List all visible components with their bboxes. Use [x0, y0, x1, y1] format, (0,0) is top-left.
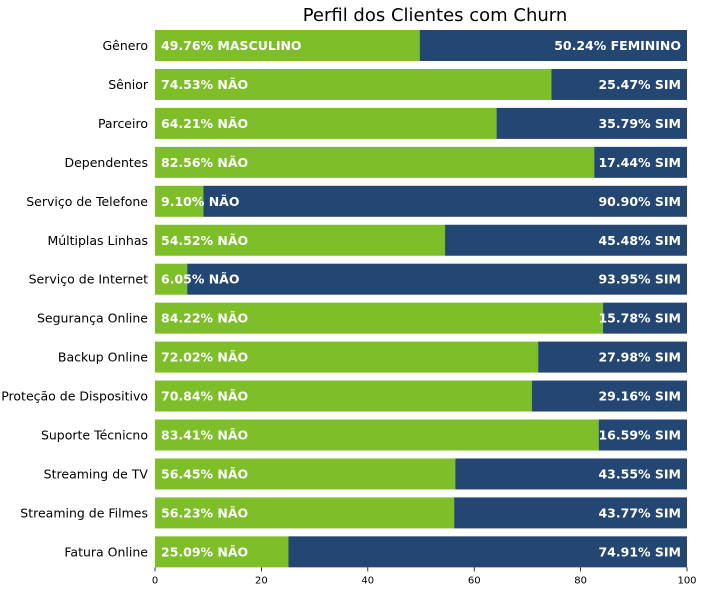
y-tick-label: Gênero: [102, 38, 148, 53]
bar-label-left: 6.05% NÃO: [161, 272, 239, 287]
x-tick-label: 100: [677, 575, 696, 586]
bar-label-right: 74.91% SIM: [598, 544, 681, 559]
bar-label-right: 43.77% SIM: [598, 505, 681, 520]
y-tick-label: Serviço de Telefone: [26, 194, 148, 209]
bar-left: [155, 419, 599, 451]
bar-right: [187, 263, 687, 295]
bar-right: [455, 458, 687, 490]
bar-label-left: 70.84% NÃO: [161, 389, 248, 404]
bar-left: [155, 185, 204, 217]
bar-label-left: 25.09% NÃO: [161, 544, 248, 559]
y-tick-label: Proteção de Dispositivo: [1, 389, 148, 404]
x-tick-label: 0: [152, 575, 158, 586]
bar-right: [288, 536, 687, 568]
y-tick-label: Fatura Online: [64, 544, 148, 559]
bar-right: [603, 302, 687, 334]
bar-label-right: 27.98% SIM: [598, 350, 681, 365]
bar-label-left: 74.53% NÃO: [161, 77, 248, 92]
bar-label-right: 25.47% SIM: [598, 77, 681, 92]
x-tick-label: 60: [468, 575, 481, 586]
y-tick-label: Serviço de Internet: [29, 272, 148, 287]
bar-label-left: 49.76% MASCULINO: [161, 38, 302, 53]
bar-label-left: 84.22% NÃO: [161, 311, 248, 326]
x-tick-label: 40: [361, 575, 374, 586]
x-tick-label: 20: [255, 575, 268, 586]
bar-label-left: 54.52% NÃO: [161, 233, 248, 248]
bar-right: [531, 380, 687, 412]
y-tick-label: Parceiro: [98, 116, 148, 131]
bar-left: [155, 380, 532, 412]
bar-label-right: 17.44% SIM: [598, 155, 681, 170]
bar-label-right: 35.79% SIM: [598, 116, 681, 131]
bar-label-right: 43.55% SIM: [598, 466, 681, 481]
bar-left: [155, 30, 420, 61]
y-tick-label: Backup Online: [58, 350, 148, 365]
bar-label-right: 45.48% SIM: [598, 233, 681, 248]
bar-left: [155, 302, 604, 334]
bar-label-right: 15.78% SIM: [598, 311, 681, 326]
bar-label-right: 16.59% SIM: [598, 428, 681, 443]
bar-left: [155, 224, 446, 256]
y-tick-label: Dependentes: [64, 155, 148, 170]
bar-label-left: 9.10% NÃO: [161, 194, 239, 209]
x-tick-label: 80: [574, 575, 587, 586]
bar-left: [155, 146, 595, 178]
bar-left: [155, 497, 455, 529]
bar-label-left: 82.56% NÃO: [161, 155, 248, 170]
bar-label-left: 56.45% NÃO: [161, 466, 248, 481]
x-axis: 0 20 40 60 80 100: [152, 567, 697, 586]
bar-left: [155, 263, 188, 295]
bars-group: 49.76% MASCULINO 50.24% FEMININO 74.53% NÃ…: [155, 30, 688, 568]
bar-right: [594, 146, 687, 178]
bar-left: [155, 341, 539, 373]
y-tick-label: Streaming de TV: [44, 466, 149, 481]
y-tick-label: Sênior: [108, 77, 149, 92]
y-tick-label: Suporte Técnicno: [41, 428, 148, 443]
bar-right: [203, 185, 688, 217]
bar-right: [419, 30, 687, 61]
bar-label-right: 50.24% FEMININO: [554, 38, 681, 53]
y-tick-label: Segurança Online: [37, 311, 148, 326]
bar-label-left: 64.21% NÃO: [161, 116, 248, 131]
bar-right: [454, 497, 687, 529]
y-tick-label: Múltiplas Linhas: [47, 233, 148, 248]
y-tick-label: Streaming de Filmes: [20, 505, 148, 520]
bar-left: [155, 68, 552, 100]
bar-label-left: 72.02% NÃO: [161, 350, 248, 365]
chart-title: Perfil dos Clientes com Churn: [303, 5, 568, 26]
bar-label-right: 90.90% SIM: [598, 194, 681, 209]
bar-label-right: 29.16% SIM: [598, 389, 681, 404]
bar-right: [551, 68, 687, 100]
bar-left: [155, 536, 289, 568]
bar-label-right: 93.95% SIM: [598, 272, 681, 287]
bar-right: [538, 341, 687, 373]
bar-right: [496, 107, 687, 139]
bar-left: [155, 458, 456, 490]
bar-label-left: 56.23% NÃO: [161, 505, 248, 520]
bar-left: [155, 107, 497, 139]
y-axis-labels: Gênero Sênior Parceiro Dependentes Serviço d…: [1, 38, 149, 559]
bar-right: [445, 224, 687, 256]
bar-label-left: 83.41% NÃO: [161, 428, 248, 443]
bar-right: [598, 419, 687, 451]
